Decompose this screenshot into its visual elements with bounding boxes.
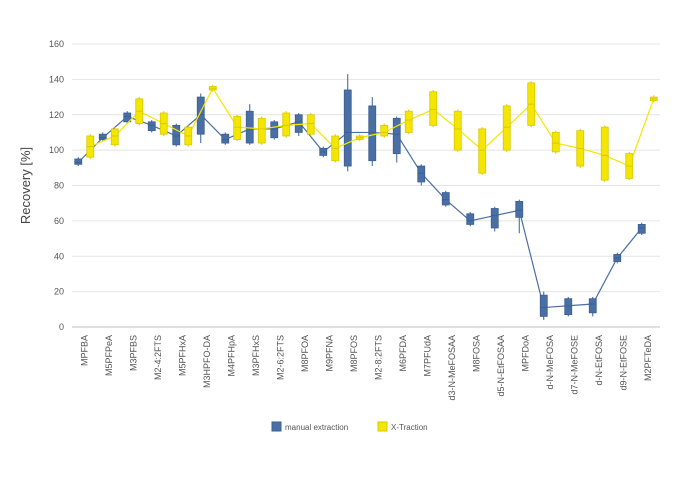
x-tick-label: M8PFOA [300, 335, 310, 372]
box [478, 128, 487, 174]
x-tick-label: d3-N-MeFOSAA [447, 335, 457, 401]
x-tick-label: d-N-MeFOSA [545, 335, 555, 390]
box [404, 110, 413, 133]
x-tick-label: M2-8:2FTS [373, 335, 383, 380]
box [539, 294, 548, 317]
x-tick-label: M6PFDA [398, 335, 408, 372]
series-layer [74, 74, 658, 320]
box [441, 192, 450, 206]
y-tick-label: 140 [49, 74, 64, 84]
box [233, 116, 242, 140]
series-manual-extraction [74, 74, 646, 320]
box [502, 105, 511, 151]
box [221, 133, 230, 144]
box [245, 110, 254, 144]
box [551, 132, 560, 153]
y-tick-label: 0 [59, 322, 64, 332]
box [294, 114, 303, 133]
box [172, 124, 181, 146]
y-tick-label: 160 [49, 39, 64, 49]
box [600, 126, 609, 181]
legend-swatch-x-traction [377, 421, 388, 432]
x-tick-label: d9-N-EtFOSE [618, 335, 628, 391]
box [453, 110, 462, 151]
box [306, 114, 315, 135]
x-tick-label: M2-6:2FTS [275, 335, 285, 380]
mean-line [77, 113, 643, 309]
y-tick-label: 100 [49, 145, 64, 155]
x-tick-label: M7PFUdA [422, 335, 432, 377]
x-tick-label: M5PFPeA [104, 335, 114, 376]
box [270, 121, 279, 139]
y-axis-title: Recovery [%] [18, 147, 33, 224]
x-tick-label: MPFDoA [520, 335, 530, 372]
box [147, 121, 156, 132]
box [515, 201, 524, 218]
x-tick-label: M5PFHxA [177, 335, 187, 376]
box [110, 128, 119, 146]
x-tick-label: M2PFTeDA [643, 335, 653, 381]
series-x-traction [86, 81, 658, 182]
legend: manual extraction X-Traction [271, 421, 428, 432]
box [392, 117, 401, 155]
x-tick-label: MPFBA [79, 335, 89, 366]
mean-line [90, 87, 655, 167]
x-tick-label: M2-4:2FTS [153, 335, 163, 380]
legend-label-manual-extraction: manual extraction [285, 423, 348, 432]
x-tick-label: d7-N-MeFOSE [569, 335, 579, 395]
x-tick-label: M8FOSA [471, 335, 481, 372]
x-tick-label: d-N-EtFOSA [594, 335, 604, 386]
x-tick-label: M3PFBS [128, 335, 138, 371]
box [74, 158, 83, 165]
box [466, 213, 475, 225]
box [588, 298, 597, 314]
box [98, 133, 107, 140]
box [196, 96, 205, 135]
y-tick-label: 80 [54, 181, 64, 191]
box [417, 165, 426, 183]
legend-swatch-manual-extraction [271, 421, 282, 432]
legend-label-x-traction: X-Traction [391, 423, 428, 432]
x-tick-labels: MPFBA M5PFPeA M3PFBS M2-4:2FTS M5PFHxA M3HPFO… [79, 335, 653, 401]
x-tick-label: M3PFHxS [251, 335, 261, 376]
y-tick-label: 120 [49, 110, 64, 120]
box [429, 91, 438, 126]
y-tick-labels: 0 20 40 60 80 100 120 140 160 [49, 39, 64, 332]
y-tick-label: 40 [54, 251, 64, 261]
box [490, 208, 499, 229]
box [380, 124, 389, 137]
box [257, 117, 266, 144]
box [564, 298, 573, 316]
x-tick-label: M4PFHpA [226, 335, 236, 377]
box [343, 89, 352, 167]
box [637, 224, 646, 234]
box [368, 105, 377, 162]
y-tick-label: 20 [54, 287, 64, 297]
box [123, 112, 132, 123]
x-tick-label: M3HPFO-DA [202, 335, 212, 388]
x-tick-label: M9PFNA [324, 335, 334, 372]
y-tick-label: 60 [54, 216, 64, 226]
box [282, 112, 291, 137]
x-tick-label: M8PFOS [349, 335, 359, 372]
x-tick-label: d5-N-EtFOSAA [496, 335, 506, 397]
grid-lines [72, 43, 660, 328]
